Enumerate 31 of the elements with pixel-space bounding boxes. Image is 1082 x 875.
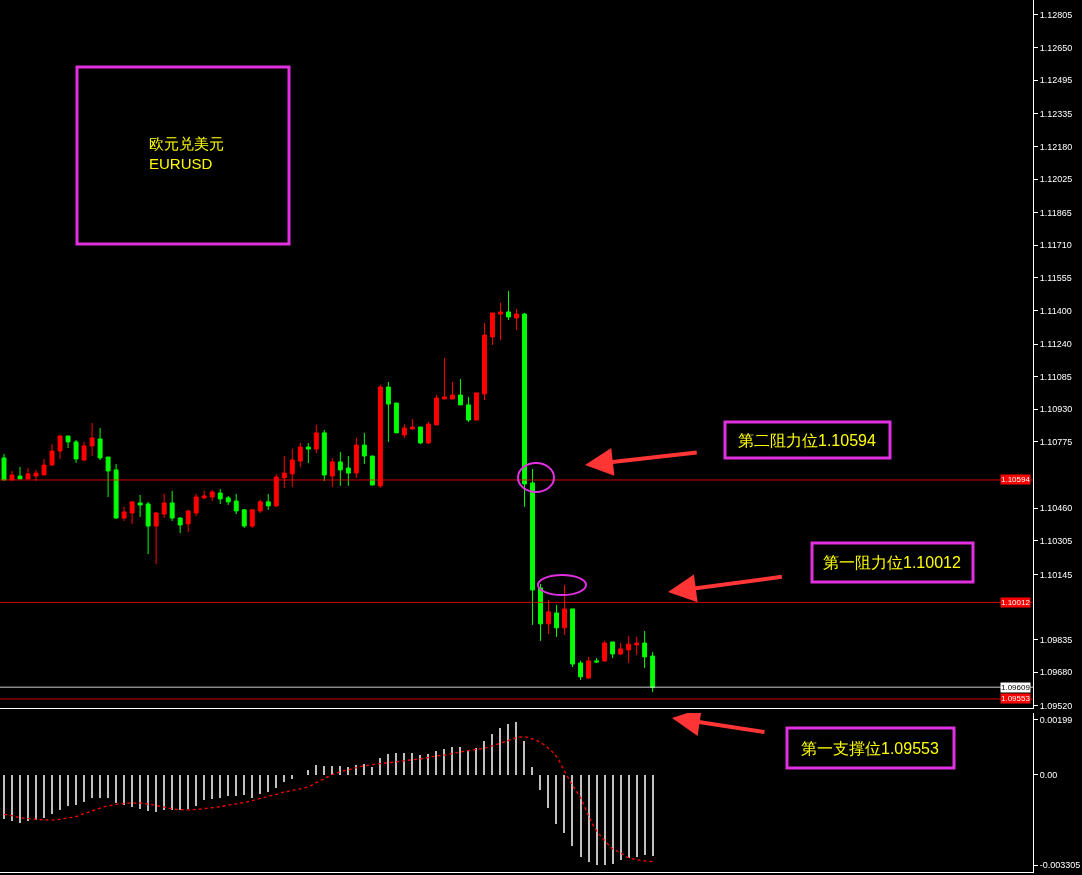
y-tick-label: 1.11400 [1039,305,1072,316]
y-tick-label: 1.10305 [1039,535,1073,546]
y-tick-label: 1.09835 [1039,634,1073,645]
y-tick-label: 1.12335 [1039,108,1073,119]
y-tick-label: 1.12805 [1039,10,1073,21]
annotation: 第一支撑位1.09553 [801,740,939,757]
annotation: 欧元兑美元 EURUSD [149,135,224,172]
ref-line-label: 1.09609 [1001,683,1031,692]
y-tick-label: 1.11555 [1039,273,1072,284]
y-tick-label: 1.12650 [1039,42,1073,53]
y-tick-label: 1.11710 [1039,240,1072,251]
y-tick-label: 1.12180 [1039,141,1073,152]
y-tick-label: 1.12025 [1039,174,1073,185]
y-tick-label: 1.11085 [1039,371,1072,382]
ref-line-label: 1.10012 [1001,598,1031,607]
y-tick-label: -0.003305 [1039,860,1081,871]
y-tick-label: 1.11240 [1039,339,1072,350]
ref-line-label: 1.09553 [1001,694,1031,703]
y-tick-label: 1.10460 [1039,503,1073,514]
y-tick-label: 1.09520 [1039,701,1073,712]
y-tick-label: 1.09680 [1039,667,1073,678]
ref-line-label: 1.10594 [1001,475,1031,484]
y-tick-label: 1.10930 [1039,404,1073,415]
annotation: 第二阻力位1.10594 [738,432,876,449]
y-tick-label: 1.11865 [1039,207,1072,218]
y-tick-label: 1.10775 [1039,437,1073,448]
y-tick-label: 0.00 [1039,769,1058,780]
y-tick-label: 1.10145 [1039,569,1073,580]
y-tick-label: 1.12495 [1039,75,1073,86]
annotation: 第一阻力位1.10012 [823,554,961,571]
y-tick-label: 0.00199 [1039,715,1073,726]
